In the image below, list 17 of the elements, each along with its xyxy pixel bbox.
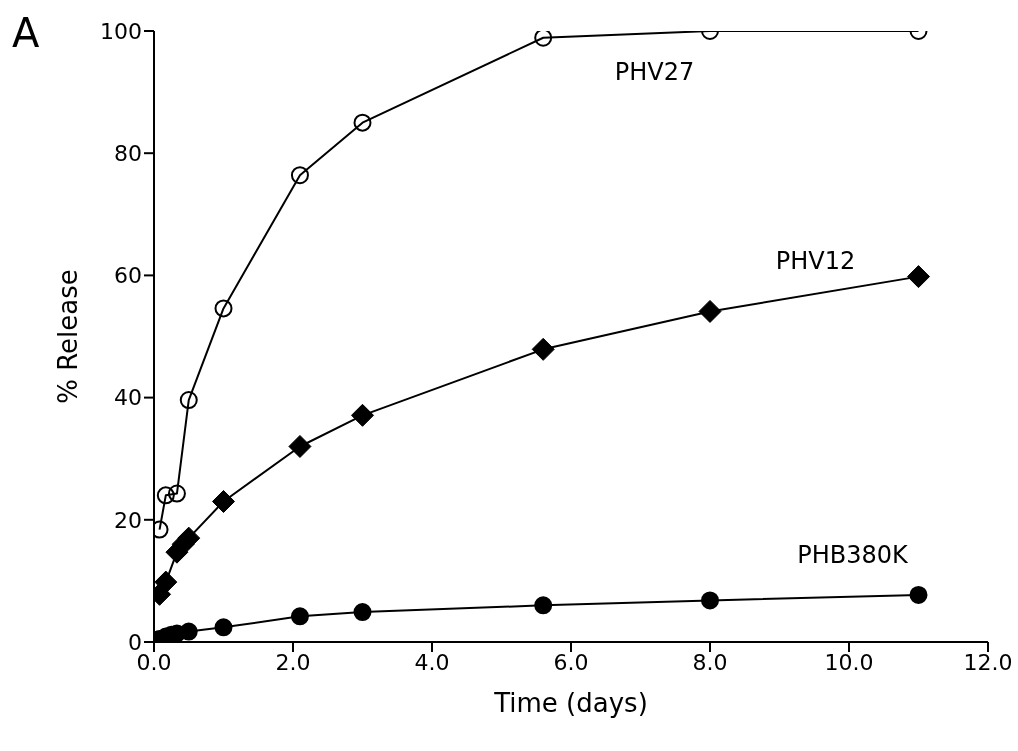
text: A xyxy=(12,10,40,56)
series-label: PHV12 xyxy=(775,246,856,275)
y-tick-label: 80 xyxy=(114,141,142,167)
x-tick-label: 8.0 xyxy=(692,649,728,675)
x-axis-title: Time (days) xyxy=(493,688,648,718)
x-tick-label: 10.0 xyxy=(824,649,874,675)
y-tick-label: 100 xyxy=(100,18,142,44)
x-tick-label: 2.0 xyxy=(275,649,311,675)
x-tick-label: 4.0 xyxy=(414,649,450,675)
y-tick-label: 40 xyxy=(114,385,142,411)
x-tick-label: 6.0 xyxy=(553,649,589,675)
series-label: PHB380K xyxy=(797,540,910,569)
y-axis-title: % Release xyxy=(53,269,84,404)
y-tick-label: 60 xyxy=(114,263,142,289)
x-tick-label: 12.0 xyxy=(963,649,1013,675)
series-label: PHV27 xyxy=(614,58,695,86)
y-tick-label: 20 xyxy=(114,507,142,533)
